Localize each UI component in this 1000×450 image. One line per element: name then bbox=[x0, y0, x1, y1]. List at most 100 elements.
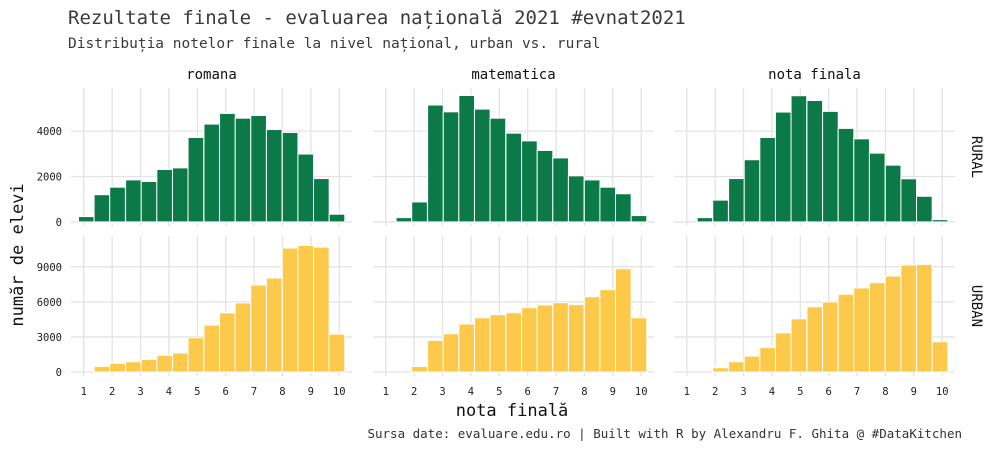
x-tick-label: 2 bbox=[712, 386, 718, 398]
histogram-bar bbox=[759, 346, 777, 373]
facet-strip-rural: RURAL bbox=[968, 136, 984, 178]
x-tick-label: 8 bbox=[279, 386, 285, 398]
histogram-bar bbox=[759, 136, 777, 223]
histogram-bar bbox=[696, 217, 714, 223]
chart-subtitle: Distribuția notelor finale la nivel nați… bbox=[68, 36, 601, 52]
histogram-bar bbox=[93, 194, 111, 223]
histogram-bar bbox=[109, 186, 126, 223]
y-tick-label: 4000 bbox=[37, 126, 62, 138]
facet-strip-urban: URBAN bbox=[968, 285, 984, 327]
histogram-bar bbox=[328, 333, 346, 373]
histogram-bar bbox=[536, 149, 554, 223]
y-tick-label: 9000 bbox=[37, 262, 62, 274]
x-tick-label: 5 bbox=[194, 386, 200, 398]
histogram-bar bbox=[868, 152, 886, 223]
histogram-bar bbox=[234, 302, 252, 373]
x-tick-label: 9 bbox=[308, 386, 314, 398]
x-tick-label: 4 bbox=[769, 386, 775, 398]
histogram-bar bbox=[93, 365, 111, 373]
histogram-bar bbox=[536, 304, 554, 373]
histogram-bar bbox=[442, 333, 460, 373]
histogram-bar bbox=[916, 195, 933, 223]
histogram-bar bbox=[411, 201, 428, 223]
histogram-bar bbox=[297, 244, 315, 373]
histogram-bar bbox=[234, 117, 252, 223]
histogram-bar bbox=[250, 114, 267, 223]
histogram-bar bbox=[806, 99, 824, 223]
histogram-bar bbox=[567, 304, 585, 373]
y-tick-label: 0 bbox=[56, 217, 62, 229]
facet-strip-matematica: matematica bbox=[471, 67, 555, 83]
histogram-bar bbox=[140, 181, 158, 223]
histogram-bar bbox=[853, 287, 870, 373]
histogram-bar bbox=[281, 131, 299, 223]
y-tick-label: 0 bbox=[56, 367, 62, 379]
histogram-bar bbox=[630, 215, 648, 223]
histogram-bar bbox=[297, 153, 315, 223]
histogram-bar bbox=[171, 352, 189, 373]
facet-strip-nota-finala: nota finala bbox=[768, 67, 861, 83]
x-tick-label: 4 bbox=[468, 386, 474, 398]
histogram-bar bbox=[265, 129, 283, 223]
histogram-bar bbox=[521, 307, 538, 373]
histogram-bar bbox=[552, 157, 569, 223]
histogram-bar bbox=[790, 95, 808, 223]
x-tick-label: 6 bbox=[223, 386, 229, 398]
histogram-bar bbox=[395, 217, 413, 223]
x-tick-label: 1 bbox=[684, 386, 690, 398]
histogram-bar bbox=[712, 367, 729, 373]
histogram-bar bbox=[728, 178, 745, 223]
histogram-bar bbox=[884, 275, 902, 373]
histogram-bar bbox=[219, 312, 236, 373]
x-tick-label: 8 bbox=[882, 386, 888, 398]
histogram-bar bbox=[583, 179, 601, 223]
histogram-bar bbox=[853, 138, 870, 223]
histogram-bar bbox=[822, 110, 839, 223]
histogram-bar bbox=[884, 164, 902, 223]
histogram-bar bbox=[265, 277, 283, 373]
y-axis-label: număr de elevi bbox=[8, 183, 28, 326]
histogram-bar bbox=[411, 365, 428, 373]
histogram-bar bbox=[837, 127, 855, 223]
histogram-bar bbox=[790, 318, 808, 373]
histogram-bar bbox=[505, 312, 523, 373]
histogram-bar bbox=[837, 293, 855, 373]
histogram-bar bbox=[931, 341, 949, 373]
histogram-bar bbox=[473, 108, 491, 223]
histogram-bar bbox=[313, 246, 330, 373]
histogram-bar bbox=[552, 302, 569, 373]
histogram-bar bbox=[442, 111, 460, 223]
y-tick-label: 2000 bbox=[37, 172, 62, 184]
histogram-bar bbox=[109, 362, 126, 373]
x-tick-label: 3 bbox=[137, 386, 143, 398]
histogram-bar bbox=[328, 213, 346, 223]
x-tick-label: 9 bbox=[911, 386, 917, 398]
histogram-bar bbox=[458, 323, 476, 373]
x-tick-label: 6 bbox=[826, 386, 832, 398]
histogram-bar bbox=[868, 282, 886, 373]
histogram-bar bbox=[712, 199, 729, 223]
x-tick-label: 7 bbox=[251, 386, 257, 398]
histogram-bar bbox=[583, 296, 601, 373]
histogram-bar bbox=[125, 179, 142, 223]
x-tick-label: 6 bbox=[525, 386, 531, 398]
histogram-bar bbox=[203, 324, 221, 373]
x-tick-label: 3 bbox=[439, 386, 445, 398]
x-tick-label: 7 bbox=[854, 386, 860, 398]
histogram-bar bbox=[916, 263, 933, 373]
histogram-bar bbox=[743, 355, 761, 373]
histogram-bar bbox=[187, 337, 205, 373]
x-tick-label: 2 bbox=[109, 386, 115, 398]
histogram-bar bbox=[489, 117, 507, 223]
y-tick-label: 3000 bbox=[37, 332, 62, 344]
histogram-bar bbox=[931, 219, 949, 223]
chart-title: Rezultate finale - evaluarea națională 2… bbox=[68, 7, 686, 30]
x-tick-label: 2 bbox=[411, 386, 417, 398]
histogram-bar bbox=[774, 332, 792, 373]
x-tick-label: 4 bbox=[166, 386, 172, 398]
x-axis-label: nota finală bbox=[456, 401, 569, 421]
y-tick-label: 6000 bbox=[37, 297, 62, 309]
histogram-bar bbox=[427, 104, 444, 223]
histogram-bar bbox=[900, 178, 918, 223]
